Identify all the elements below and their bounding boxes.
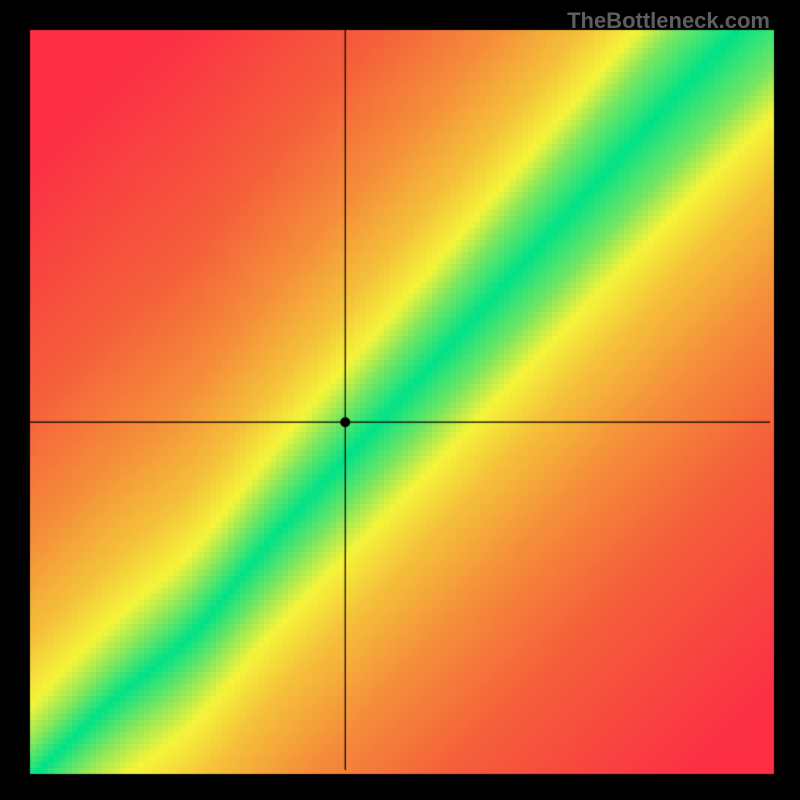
- bottleneck-heatmap-canvas: [0, 0, 800, 800]
- chart-container: TheBottleneck.com: [0, 0, 800, 800]
- watermark-text: TheBottleneck.com: [567, 8, 770, 34]
